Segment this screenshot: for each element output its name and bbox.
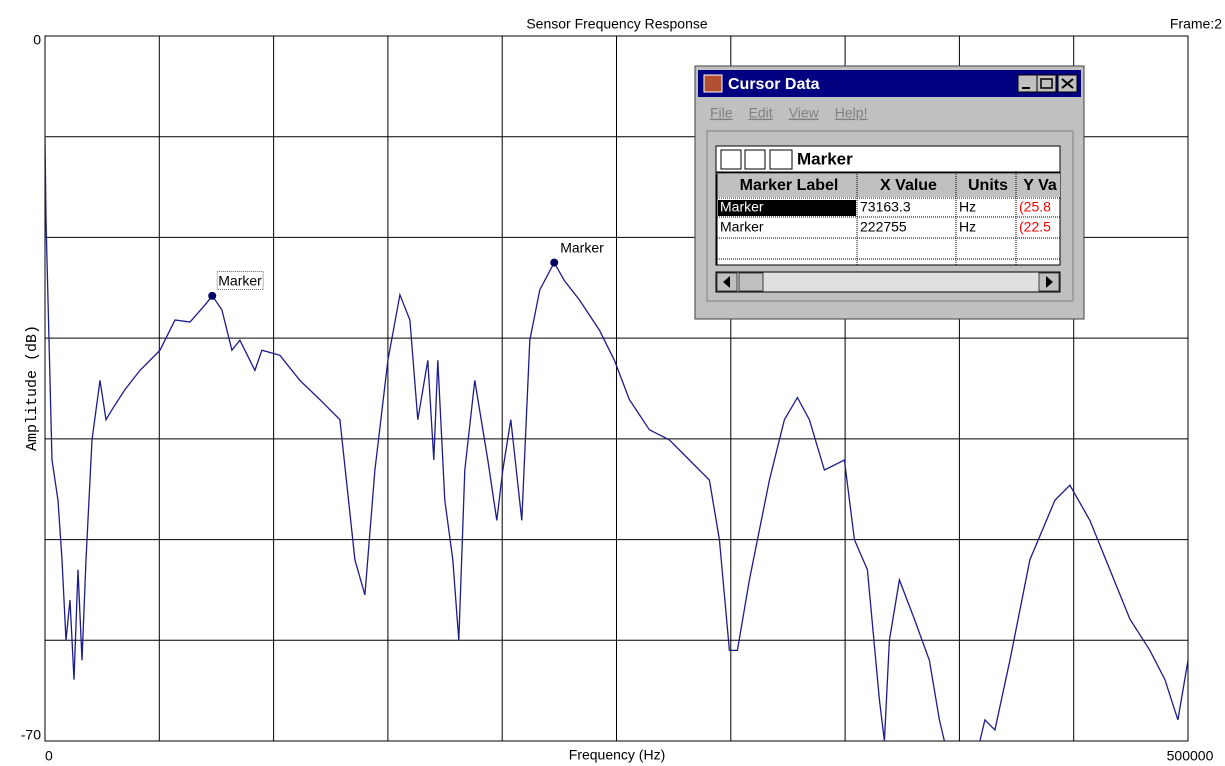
x-tick-label: 500000: [1167, 748, 1214, 764]
title-bar[interactable]: [698, 70, 1081, 97]
x-axis-label: Frequency (Hz): [569, 747, 665, 763]
maximize-button[interactable]: [1036, 74, 1057, 93]
column-header: Units: [968, 177, 1008, 194]
cursor-data-window[interactable]: Cursor Data File Edit View Help! Marker Mar…: [694, 65, 1085, 320]
table-cell: 73163.3: [860, 199, 911, 215]
chart-title: Sensor Frequency Response: [526, 16, 708, 32]
column-header: Marker Label: [740, 177, 839, 194]
table-title-bar: [715, 145, 1061, 173]
app-icon: [703, 74, 723, 93]
frame-label: Frame:2: [1170, 16, 1222, 32]
y-axis-label: Amplitude (dB): [24, 325, 41, 451]
table-cell: Marker: [720, 219, 764, 235]
marker-label: Marker: [560, 239, 604, 255]
marker-point: [550, 258, 559, 267]
table-cell: Hz: [959, 219, 976, 235]
y-tick-label: 0: [33, 32, 41, 48]
marker-point: [208, 291, 217, 300]
scrollbar[interactable]: [715, 271, 1061, 293]
menu-item[interactable]: Help!: [835, 105, 868, 121]
y-tick-label: -70: [21, 727, 41, 743]
response-line: [45, 135, 1188, 741]
column-header: Y Va: [1023, 177, 1057, 194]
scroll-thumb[interactable]: [738, 272, 764, 292]
table-cell: Hz: [959, 199, 976, 215]
table-cell: (22.5: [1019, 219, 1051, 235]
header-row: [717, 174, 1060, 197]
checkbox[interactable]: [769, 149, 793, 170]
icon: [1061, 78, 1074, 89]
menu-item[interactable]: File: [710, 105, 733, 121]
marker-label: Marker: [218, 273, 262, 289]
checkbox[interactable]: [744, 149, 766, 170]
x-tick-label: 0: [45, 748, 53, 764]
marker-label-box: [216, 271, 264, 291]
table-cell: (25.8: [1019, 199, 1051, 215]
column-header: X Value: [880, 177, 937, 194]
icon: [723, 276, 730, 288]
selected-cell[interactable]: [718, 200, 856, 216]
menu-item[interactable]: View: [789, 105, 820, 121]
table-cell: Marker: [720, 199, 764, 215]
table-title: Marker: [797, 149, 853, 168]
icon: [1046, 276, 1053, 288]
window-title: Cursor Data: [728, 76, 820, 93]
window-buttons: [1017, 74, 1078, 93]
menu-item[interactable]: Edit: [749, 105, 773, 121]
table-cell: 222755: [860, 219, 907, 235]
icon: [1040, 78, 1053, 89]
checkbox[interactable]: [720, 149, 742, 170]
minimize-button[interactable]: [1017, 74, 1038, 93]
